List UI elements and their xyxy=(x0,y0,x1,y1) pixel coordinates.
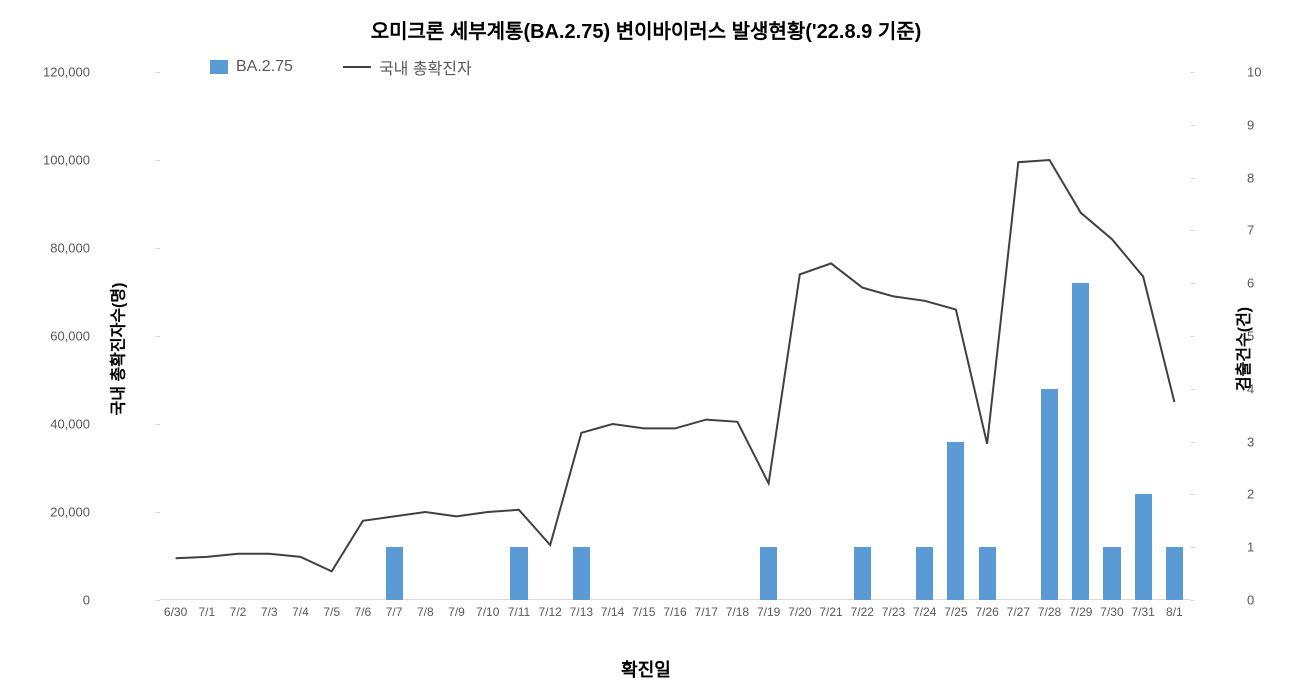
x-tick: 7/28 xyxy=(1038,605,1061,619)
bar xyxy=(510,547,527,600)
y-left-tick: 0 xyxy=(83,593,90,608)
x-tick: 6/30 xyxy=(164,605,187,619)
x-tick: 7/25 xyxy=(944,605,967,619)
x-axis: 6/30 7/1 7/2 7/3 7/4 7/5 7/6 7/7 7/8 7/9 7/10 7/11 7… xyxy=(160,600,1190,630)
x-tick: 7/3 xyxy=(261,605,278,619)
x-axis-label: 확진일 xyxy=(621,656,671,682)
y-left-tick: 40,000 xyxy=(50,417,90,432)
y-right-tick: 8 xyxy=(1247,170,1254,185)
x-tick: 7/10 xyxy=(476,605,499,619)
bar xyxy=(979,547,996,600)
x-tick: 7/22 xyxy=(851,605,874,619)
x-tick: 7/17 xyxy=(695,605,718,619)
bar xyxy=(1072,283,1089,600)
bar xyxy=(1041,389,1058,600)
x-tick: 7/1 xyxy=(198,605,215,619)
x-tick: 7/8 xyxy=(417,605,434,619)
line-chart-svg xyxy=(160,72,1190,600)
x-tick: 7/16 xyxy=(663,605,686,619)
x-tick: 7/13 xyxy=(570,605,593,619)
y-right-tick: 2 xyxy=(1247,487,1254,502)
y-axis-right-label: 검출건수(건) xyxy=(1230,306,1254,390)
bar xyxy=(916,547,933,600)
x-tick: 7/15 xyxy=(632,605,655,619)
x-tick: 7/14 xyxy=(601,605,624,619)
legend-line-swatch xyxy=(343,66,371,68)
x-tick: 7/18 xyxy=(726,605,749,619)
bar xyxy=(1135,494,1152,600)
bar xyxy=(760,547,777,600)
bar xyxy=(854,547,871,600)
y-left-tick: 120,000 xyxy=(43,65,90,80)
x-tick: 7/30 xyxy=(1100,605,1123,619)
x-tick: 8/1 xyxy=(1166,605,1183,619)
x-tick: 7/26 xyxy=(975,605,998,619)
y-right-tick: 6 xyxy=(1247,276,1254,291)
y-right-tick: 0 xyxy=(1247,593,1254,608)
x-tick: 7/27 xyxy=(1007,605,1030,619)
x-tick: 7/19 xyxy=(757,605,780,619)
x-tick: 7/21 xyxy=(819,605,842,619)
x-tick: 7/29 xyxy=(1069,605,1092,619)
x-tick: 7/24 xyxy=(913,605,936,619)
plot-area xyxy=(160,72,1190,600)
x-tick: 7/6 xyxy=(355,605,372,619)
y-right-tick: 7 xyxy=(1247,223,1254,238)
x-tick: 7/7 xyxy=(386,605,403,619)
y-right-tick: 1 xyxy=(1247,540,1254,555)
x-tick: 7/20 xyxy=(788,605,811,619)
x-tick: 7/4 xyxy=(292,605,309,619)
y-right-tick: 5 xyxy=(1247,329,1254,344)
bar xyxy=(947,442,964,600)
y-right-tick: 4 xyxy=(1247,381,1254,396)
x-tick: 7/12 xyxy=(538,605,561,619)
y-left-tick: 100,000 xyxy=(43,153,90,168)
bar xyxy=(573,547,590,600)
x-tick: 7/23 xyxy=(882,605,905,619)
y-right-tick: 10 xyxy=(1247,65,1261,80)
y-right-tick: 9 xyxy=(1247,117,1254,132)
y-axis-left-label: 국내 총확진자수(명) xyxy=(104,282,128,415)
x-tick: 7/2 xyxy=(230,605,247,619)
y-right-tick: 3 xyxy=(1247,434,1254,449)
x-tick: 7/9 xyxy=(448,605,465,619)
chart-container: 오미크론 세부계통(BA.2.75) 변이바이러스 발생현황('22.8.9 기… xyxy=(0,0,1292,697)
x-tick: 7/5 xyxy=(323,605,340,619)
y-left-tick: 80,000 xyxy=(50,241,90,256)
chart-title: 오미크론 세부계통(BA.2.75) 변이바이러스 발생현황('22.8.9 기… xyxy=(0,0,1292,44)
bar xyxy=(386,547,403,600)
x-tick: 7/31 xyxy=(1131,605,1154,619)
y-left-tick: 60,000 xyxy=(50,329,90,344)
line-series xyxy=(176,160,1175,571)
bar xyxy=(1103,547,1120,600)
y-left-tick: 20,000 xyxy=(50,505,90,520)
x-tick: 7/11 xyxy=(508,605,530,619)
bar xyxy=(1166,547,1183,600)
